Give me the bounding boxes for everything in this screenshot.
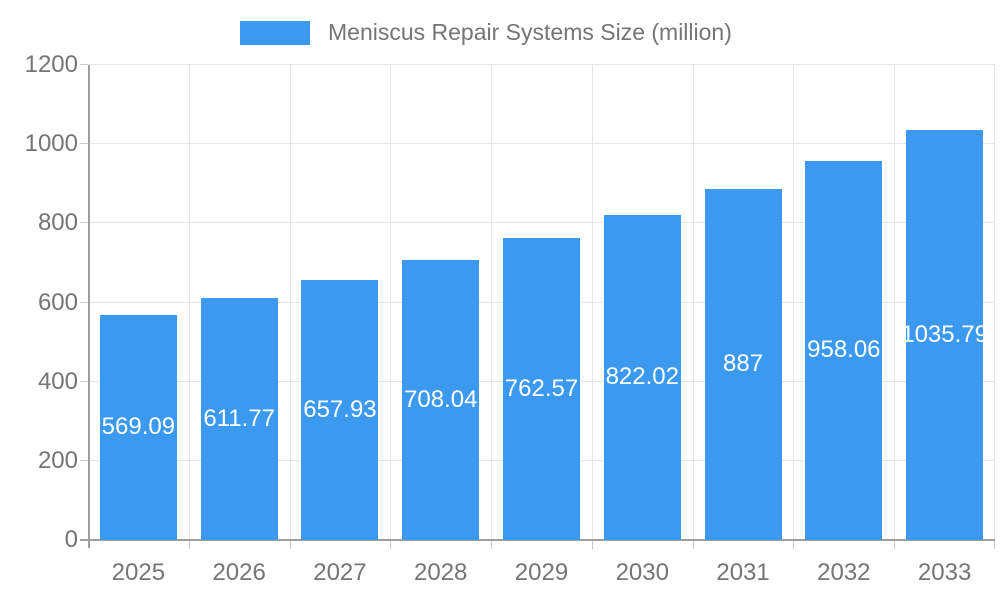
y-tick-mark — [80, 222, 88, 224]
v-gridline — [189, 65, 190, 540]
bar-value-label: 657.93 — [303, 395, 377, 423]
x-axis-line — [80, 539, 995, 541]
bar-value-label: 611.77 — [203, 404, 275, 432]
y-tick-label: 200 — [37, 446, 78, 474]
v-gridline — [693, 65, 694, 540]
h-gridline — [88, 143, 995, 145]
bar-value-label: 822.02 — [605, 363, 679, 391]
v-gridline — [390, 65, 391, 540]
x-tick-mark — [390, 541, 391, 549]
x-tick-label: 2026 — [212, 559, 266, 586]
y-tick-label: 0 — [64, 526, 78, 553]
v-gridline — [994, 65, 995, 540]
v-gridline — [491, 65, 492, 540]
legend[interactable]: Meniscus Repair Systems Size (million) — [240, 19, 732, 46]
h-gridline — [88, 64, 995, 65]
bar — [99, 314, 177, 540]
x-tick-mark — [994, 541, 995, 549]
x-tick-label: 2031 — [716, 559, 770, 586]
x-tick-label: 2032 — [817, 559, 871, 586]
bar — [503, 238, 580, 540]
x-tick-label: 2027 — [313, 559, 367, 586]
bar — [906, 130, 984, 540]
v-gridline — [793, 65, 794, 540]
x-tick-mark — [894, 541, 895, 549]
y-tick-mark — [80, 143, 88, 145]
legend-swatch[interactable] — [240, 20, 310, 45]
v-gridline — [894, 65, 895, 540]
x-tick-label: 2028 — [414, 559, 468, 586]
x-tick-label: 2033 — [917, 559, 972, 586]
x-tick-mark — [693, 541, 694, 549]
x-tick-label: 2029 — [514, 559, 569, 586]
y-tick-mark — [80, 459, 88, 461]
y-axis-line — [88, 65, 90, 548]
y-tick-mark — [80, 380, 88, 382]
y-tick-label: 1000 — [24, 130, 78, 158]
y-tick-mark — [80, 64, 88, 65]
x-tick-mark — [592, 541, 593, 549]
y-tick-label: 600 — [37, 288, 78, 316]
bar — [200, 297, 278, 540]
bar-value-label: 887 — [723, 350, 764, 378]
bar — [301, 279, 379, 540]
y-tick-label: 400 — [37, 367, 78, 395]
x-tick-label: 2030 — [615, 559, 669, 586]
h-gridline — [88, 222, 995, 224]
y-tick-mark — [80, 301, 88, 303]
x-tick-label: 2025 — [111, 559, 166, 586]
bar — [805, 160, 883, 540]
y-tick-label: 800 — [37, 209, 78, 237]
x-tick-mark — [793, 541, 794, 549]
x-tick-mark — [290, 541, 291, 549]
bar-value-label: 762.57 — [504, 375, 579, 403]
bar-value-label: 1035.79 — [901, 320, 988, 348]
bar-value-label: 569.09 — [101, 413, 176, 441]
bar-value-label: 958.06 — [807, 336, 881, 364]
bar — [704, 188, 782, 540]
v-gridline — [592, 65, 593, 540]
v-gridline — [290, 65, 291, 540]
x-tick-mark — [189, 541, 190, 549]
y-tick-label: 1200 — [24, 51, 78, 78]
plot-area: 569.09 611.77 657.93 708.04 762.57 822.02 887 9… — [80, 64, 995, 549]
x-tick-mark — [491, 541, 492, 549]
legend-label[interactable]: Meniscus Repair Systems Size (million) — [328, 19, 732, 45]
bar — [402, 259, 480, 540]
bar-value-label: 708.04 — [404, 385, 478, 413]
bar — [603, 214, 681, 540]
